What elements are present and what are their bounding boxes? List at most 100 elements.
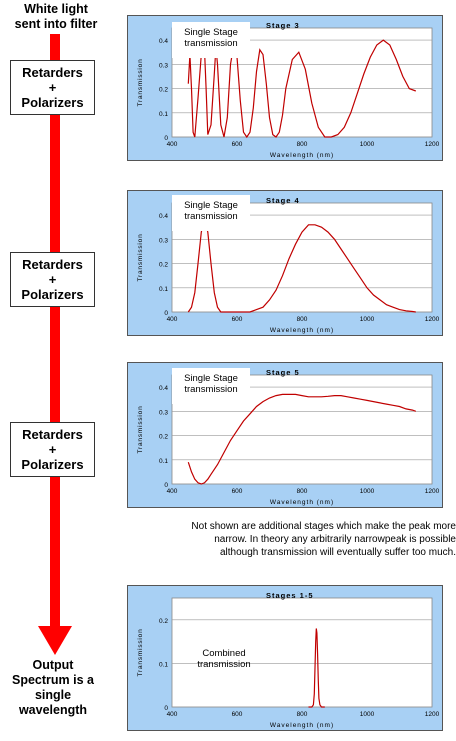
x-tick-label: 600	[232, 316, 243, 323]
note-line: although transmission will eventually su…	[219, 547, 456, 558]
box-label-line: Combined	[202, 648, 246, 659]
y-tick-label: 0.1	[159, 661, 168, 668]
x-tick-label: 400	[167, 711, 178, 718]
box-label-line: transmission	[184, 211, 238, 222]
note-line: narrow. In theory any arbitrarily narrow…	[214, 534, 456, 545]
y-tick-label: 0.3	[159, 62, 168, 69]
x-tick-label: 600	[232, 488, 243, 495]
box-label-line: transmission	[184, 38, 238, 49]
chart-svg: 0 0.1 0.2 400 600 800 1000 1200 Stages 1-5 Wavele…	[137, 591, 440, 729]
x-tick-label: 800	[297, 316, 308, 323]
input-label: White light sent into filter	[0, 2, 112, 32]
y-tick-label: 0	[164, 310, 168, 317]
x-tick-label: 800	[297, 141, 308, 148]
chart-title: Stage 5	[266, 368, 300, 377]
polarizer-label: Polarizers	[21, 457, 84, 472]
y-tick-label: 0.1	[159, 111, 168, 118]
x-tick-label: 800	[297, 488, 308, 495]
y-axis-label: Transmission	[137, 233, 144, 281]
note-text: Not shown are additional stages which ma…	[120, 520, 456, 559]
retarder-plus: +	[48, 80, 57, 95]
retarder-box-1: Retarders + Polarizers	[10, 60, 95, 115]
plot-area	[171, 597, 433, 708]
polarizer-label: Polarizers	[21, 95, 84, 110]
polarizer-label: Polarizers	[21, 287, 84, 302]
y-tick-label: 0.4	[159, 213, 168, 220]
series-line	[187, 393, 417, 485]
y-tick-label: 0.4	[159, 38, 168, 45]
chart-panel-stage-5: 0 0.1 0.2 0.3 0.4 400 600 800 1000 1200 Stage 5 Wav…	[127, 362, 443, 508]
chart-box-label: Single Stage transmission	[172, 22, 250, 58]
output-label-line: single	[34, 688, 72, 702]
chart-title: Stages 1-5	[266, 591, 314, 600]
chart-box-label: Single Stage transmission	[172, 195, 250, 231]
box-label-line: Single Stage	[184, 373, 238, 384]
x-tick-label: 400	[167, 488, 178, 495]
x-axis-label: Wavelength (nm)	[270, 327, 334, 334]
chart-panel-stage-3: 0 0.1 0.2 0.3 0.4 400 600 800 1000 1200 Stage 3 Wav…	[127, 15, 443, 161]
x-tick-label: 1000	[360, 141, 375, 148]
retarder-plus: +	[48, 442, 57, 457]
x-tick-label: 1200	[425, 141, 440, 148]
x-tick-label: 1000	[360, 316, 375, 323]
output-label-line: Spectrum is a	[12, 673, 94, 687]
x-tick-label: 800	[297, 711, 308, 718]
x-tick-label: 1200	[425, 316, 440, 323]
x-tick-label: 1200	[425, 711, 440, 718]
x-axis-label: Wavelength (nm)	[270, 152, 334, 159]
chart-svg: 0 0.1 0.2 0.3 0.4 400 600 800 1000 1200 Stage 3 Wav…	[137, 21, 440, 159]
chart-title: Stage 4	[266, 196, 300, 205]
retarder-box-2: Retarders + Polarizers	[10, 252, 95, 307]
arrow-shaft	[50, 34, 60, 626]
chart-box-label: Combined transmission	[190, 648, 258, 674]
y-tick-label: 0	[164, 135, 168, 142]
y-tick-label: 0	[164, 482, 168, 489]
retarder-label: Retarders	[22, 65, 83, 80]
y-tick-label: 0.3	[159, 409, 168, 416]
y-tick-label: 0.4	[159, 385, 168, 392]
y-tick-label: 0.1	[159, 286, 168, 293]
chart-box-label: Single Stage transmission	[172, 368, 250, 404]
series-line	[187, 39, 417, 139]
y-tick-label: 0.2	[159, 618, 168, 625]
box-label-line: Single Stage	[184, 200, 238, 211]
series-line	[308, 628, 325, 708]
output-label: Output Spectrum is a single wavelength	[0, 658, 106, 718]
chart-panel-combined: 0 0.1 0.2 400 600 800 1000 1200 Stages 1-5 Wavele…	[127, 585, 443, 731]
y-tick-label: 0.1	[159, 458, 168, 465]
output-label-line: Output	[32, 658, 74, 672]
y-tick-label: 0.2	[159, 434, 168, 441]
x-tick-label: 600	[232, 711, 243, 718]
x-axis-label: Wavelength (nm)	[270, 722, 334, 729]
x-tick-label: 1200	[425, 488, 440, 495]
signal-arrow	[38, 34, 72, 655]
x-tick-label: 600	[232, 141, 243, 148]
x-axis-label: Wavelength (nm)	[270, 499, 334, 506]
y-tick-label: 0.3	[159, 237, 168, 244]
retarder-label: Retarders	[22, 257, 83, 272]
retarder-label: Retarders	[22, 427, 83, 442]
y-tick-label: 0.2	[159, 262, 168, 269]
box-label-line: transmission	[197, 659, 251, 670]
box-label-line: transmission	[184, 384, 238, 395]
arrow-head	[38, 626, 72, 655]
x-tick-label: 1000	[360, 488, 375, 495]
y-axis-label: Transmission	[137, 58, 144, 106]
chart-title: Stage 3	[266, 21, 300, 30]
y-tick-label: 0.2	[159, 87, 168, 94]
retarder-plus: +	[48, 272, 57, 287]
input-label-line: sent into filter	[14, 17, 98, 31]
output-label-line: wavelength	[18, 703, 88, 717]
x-tick-label: 400	[167, 316, 178, 323]
chart-panel-stage-4: 0 0.1 0.2 0.3 0.4 400 600 800 1000 1200 Stage 4 Wav…	[127, 190, 443, 336]
y-axis-label: Transmission	[137, 405, 144, 453]
box-label-line: Single Stage	[184, 27, 238, 38]
y-axis-label: Transmission	[137, 628, 144, 676]
retarder-box-3: Retarders + Polarizers	[10, 422, 95, 477]
y-tick-label: 0	[164, 705, 168, 712]
x-tick-label: 400	[167, 141, 178, 148]
note-line: Not shown are additional stages which ma…	[191, 521, 456, 532]
x-tick-label: 1000	[360, 711, 375, 718]
series-line	[187, 217, 416, 313]
input-label-line: White light	[24, 2, 88, 16]
